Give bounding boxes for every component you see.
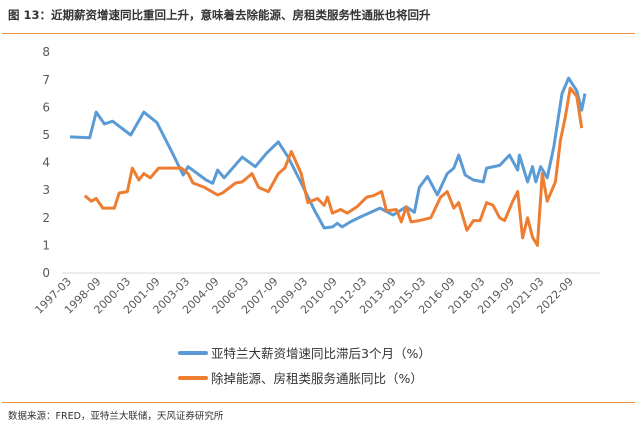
source-divider — [2, 402, 635, 403]
line-chart: 0 1 2 3 4 5 6 7 8 1997-031998-092000-032001-0920… — [32, 45, 600, 317]
y-tick-label: 7 — [42, 73, 50, 87]
series-line-wage-growth — [69, 76, 587, 230]
y-tick-label: 8 — [42, 45, 50, 59]
y-tick-label: 0 — [42, 266, 50, 280]
legend-swatch-orange — [178, 375, 208, 380]
legend-label: 亚特兰大薪资增速同比滞后3个月（%） — [211, 346, 431, 361]
y-tick-label: 5 — [42, 128, 50, 142]
y-tick-label: 2 — [42, 211, 50, 225]
series-line-core-services-inflation — [83, 86, 584, 247]
series-lines — [69, 76, 587, 247]
y-tick-label: 6 — [42, 100, 50, 114]
legend-label: 除掉能源、房租类服务通胀同比（%） — [211, 371, 423, 386]
figure-title: 图 13：近期薪资增速同比重回上升，意味着去除能源、房租类服务性通胀也将回升 — [8, 8, 431, 22]
legend-item-wage: 亚特兰大薪资增速同比滞后3个月（%） — [178, 343, 431, 362]
title-divider — [2, 33, 635, 34]
y-tick-label: 4 — [42, 156, 50, 170]
y-tick-label: 3 — [42, 183, 50, 197]
y-tick-label: 1 — [42, 238, 50, 252]
y-axis-ticks: 0 1 2 3 4 5 6 7 8 — [42, 45, 50, 280]
source-note: 数据来源：FRED，亚特兰大联储，天风证券研究所 — [8, 411, 224, 422]
legend-swatch-blue — [178, 350, 208, 355]
legend-item-inflation: 除掉能源、房租类服务通胀同比（%） — [178, 368, 423, 387]
x-axis-ticks: 1997-031998-092000-032001-092003-032004-… — [32, 275, 576, 317]
